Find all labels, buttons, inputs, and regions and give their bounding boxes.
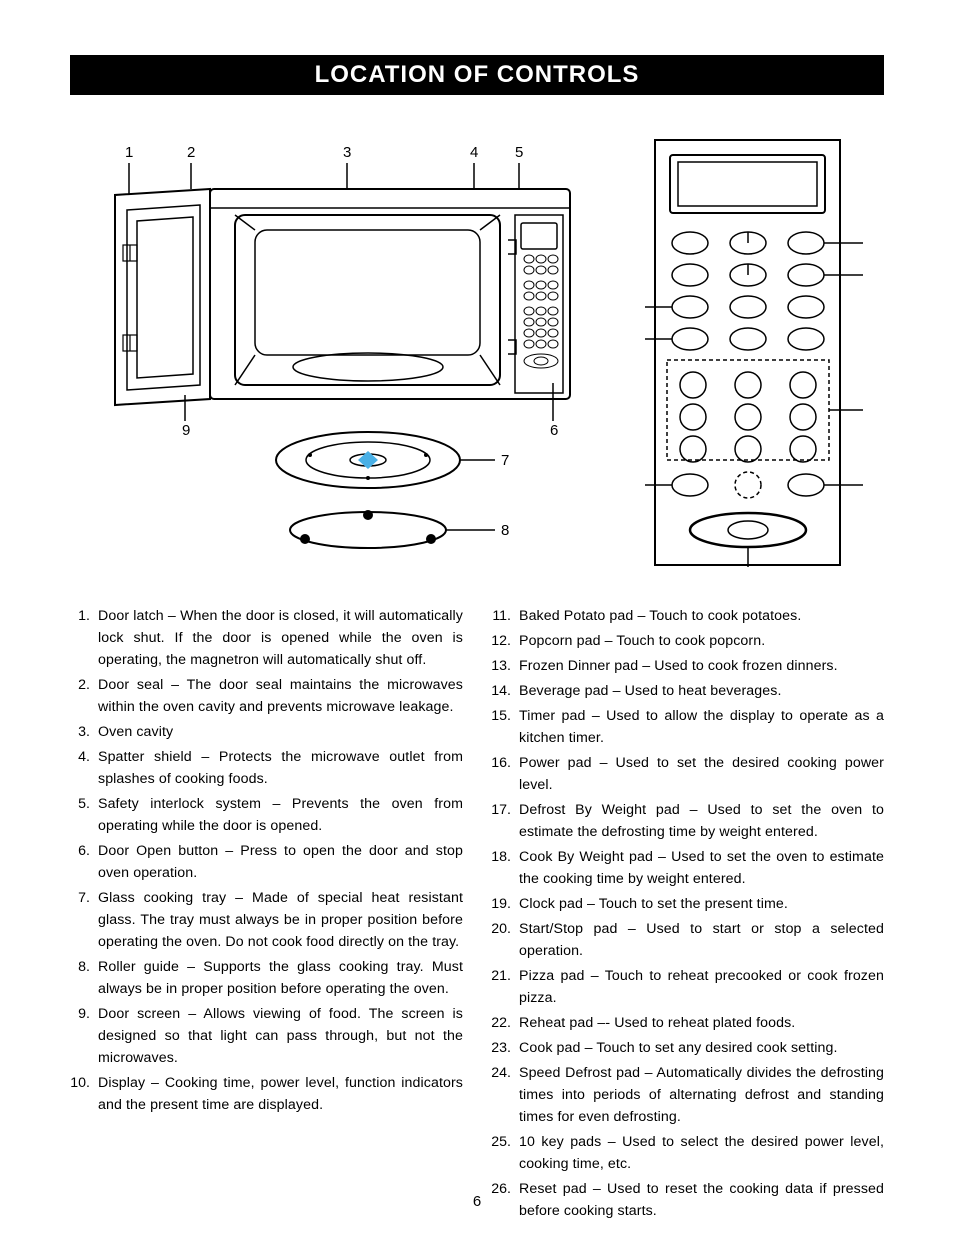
item-text: Timer pad – Used to allow the display to… <box>519 705 884 749</box>
description-columns: 1.Door latch – When the door is closed, … <box>70 605 884 1225</box>
list-item: 17.Defrost By Weight pad – Used to set t… <box>491 799 884 843</box>
item-text: Baked Potato pad – Touch to cook potatoe… <box>519 605 884 627</box>
item-text: Safety interlock system – Prevents the o… <box>98 793 463 837</box>
list-item: 18.Cook By Weight pad – Used to set the … <box>491 846 884 890</box>
item-number: 2. <box>70 674 98 718</box>
right-list: 11.Baked Potato pad – Touch to cook pota… <box>491 605 884 1222</box>
item-number: 8. <box>70 956 98 1000</box>
diagram-row: 1 2 3 4 5 <box>70 135 884 575</box>
item-number: 14. <box>491 680 519 702</box>
item-text: Reheat pad –- Used to reheat plated food… <box>519 1012 884 1034</box>
item-number: 10. <box>70 1072 98 1116</box>
item-text: Oven cavity <box>98 721 463 743</box>
item-text: Door latch – When the door is closed, it… <box>98 605 463 671</box>
list-item: 14.Beverage pad – Used to heat beverages… <box>491 680 884 702</box>
item-number: 17. <box>491 799 519 843</box>
item-number: 12. <box>491 630 519 652</box>
item-text: Display – Cooking time, power level, fun… <box>98 1072 463 1116</box>
item-number: 15. <box>491 705 519 749</box>
list-item: 11.Baked Potato pad – Touch to cook pota… <box>491 605 884 627</box>
item-number: 20. <box>491 918 519 962</box>
list-item: 10.Display – Cooking time, power level, … <box>70 1072 463 1116</box>
list-item: 16.Power pad – Used to set the desired c… <box>491 752 884 796</box>
list-item: 2.Door seal – The door seal maintains th… <box>70 674 463 718</box>
list-item: 15.Timer pad – Used to allow the display… <box>491 705 884 749</box>
callout-9: 9 <box>182 422 190 439</box>
callout-4: 4 <box>470 144 478 161</box>
item-number: 11. <box>491 605 519 627</box>
item-text: Defrost By Weight pad – Used to set the … <box>519 799 884 843</box>
item-number: 4. <box>70 746 98 790</box>
callout-1: 1 <box>125 144 133 161</box>
item-number: 24. <box>491 1062 519 1128</box>
item-text: Frozen Dinner pad – Used to cook frozen … <box>519 655 884 677</box>
control-panel-diagram <box>645 135 870 575</box>
item-text: Clock pad – Touch to set the present tim… <box>519 893 884 915</box>
item-number: 18. <box>491 846 519 890</box>
microwave-diagram: 1 2 3 4 5 <box>85 135 605 565</box>
item-text: Pizza pad – Touch to reheat precooked or… <box>519 965 884 1009</box>
item-number: 22. <box>491 1012 519 1034</box>
list-item: 24.Speed Defrost pad – Automatically div… <box>491 1062 884 1128</box>
page-number: 6 <box>0 1193 954 1210</box>
item-text: Cook By Weight pad – Used to set the ove… <box>519 846 884 890</box>
list-item: 23.Cook pad – Touch to set any desired c… <box>491 1037 884 1059</box>
item-number: 23. <box>491 1037 519 1059</box>
list-item: 12.Popcorn pad – Touch to cook popcorn. <box>491 630 884 652</box>
left-list: 1.Door latch – When the door is closed, … <box>70 605 463 1116</box>
list-item: 6.Door Open button – Press to open the d… <box>70 840 463 884</box>
item-number: 19. <box>491 893 519 915</box>
list-item: 25.10 key pads – Used to select the desi… <box>491 1131 884 1175</box>
item-text: Door screen – Allows viewing of food. Th… <box>98 1003 463 1069</box>
list-item: 19.Clock pad – Touch to set the present … <box>491 893 884 915</box>
list-item: 4.Spatter shield – Protects the microwav… <box>70 746 463 790</box>
item-number: 21. <box>491 965 519 1009</box>
list-item: 20.Start/Stop pad – Used to start or sto… <box>491 918 884 962</box>
item-text: Door Open button – Press to open the doo… <box>98 840 463 884</box>
callout-5: 5 <box>515 144 523 161</box>
list-item: 8.Roller guide – Supports the glass cook… <box>70 956 463 1000</box>
list-item: 5.Safety interlock system – Prevents the… <box>70 793 463 837</box>
callout-6: 6 <box>550 422 558 439</box>
item-text: Speed Defrost pad – Automatically divide… <box>519 1062 884 1128</box>
list-item: 21.Pizza pad – Touch to reheat precooked… <box>491 965 884 1009</box>
item-number: 9. <box>70 1003 98 1069</box>
list-item: 1.Door latch – When the door is closed, … <box>70 605 463 671</box>
item-text: Start/Stop pad – Used to start or stop a… <box>519 918 884 962</box>
item-text: Door seal – The door seal maintains the … <box>98 674 463 718</box>
right-column: 11.Baked Potato pad – Touch to cook pota… <box>491 605 884 1225</box>
list-item: 9.Door screen – Allows viewing of food. … <box>70 1003 463 1069</box>
list-item: 13.Frozen Dinner pad – Used to cook froz… <box>491 655 884 677</box>
item-number: 1. <box>70 605 98 671</box>
callout-2: 2 <box>187 144 195 161</box>
item-number: 16. <box>491 752 519 796</box>
callout-3: 3 <box>343 144 351 161</box>
list-item: 22.Reheat pad –- Used to reheat plated f… <box>491 1012 884 1034</box>
list-item: 7.Glass cooking tray – Made of special h… <box>70 887 463 953</box>
item-text: Power pad – Used to set the desired cook… <box>519 752 884 796</box>
item-number: 13. <box>491 655 519 677</box>
list-item: 3.Oven cavity <box>70 721 463 743</box>
item-text: Spatter shield – Protects the microwave … <box>98 746 463 790</box>
item-text: Popcorn pad – Touch to cook popcorn. <box>519 630 884 652</box>
item-text: 10 key pads – Used to select the desired… <box>519 1131 884 1175</box>
item-number: 5. <box>70 793 98 837</box>
item-number: 3. <box>70 721 98 743</box>
item-text: Glass cooking tray – Made of special hea… <box>98 887 463 953</box>
item-text: Beverage pad – Used to heat beverages. <box>519 680 884 702</box>
item-number: 6. <box>70 840 98 884</box>
item-text: Roller guide – Supports the glass cookin… <box>98 956 463 1000</box>
callout-8: 8 <box>501 522 509 539</box>
item-number: 25. <box>491 1131 519 1175</box>
item-text: Cook pad – Touch to set any desired cook… <box>519 1037 884 1059</box>
left-column: 1.Door latch – When the door is closed, … <box>70 605 463 1225</box>
section-title: LOCATION OF CONTROLS <box>70 55 884 95</box>
callout-7: 7 <box>501 452 509 469</box>
item-number: 7. <box>70 887 98 953</box>
